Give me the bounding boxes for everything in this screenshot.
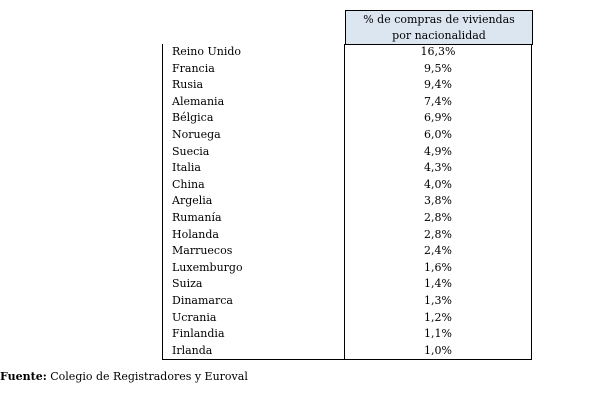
value-cell: 9,4% [424, 78, 452, 92]
table-row: Argelia 3,8% [163, 193, 531, 210]
country-cell: Alemania [163, 93, 345, 111]
column-header: % de compras de viviendas por nacionalid… [345, 10, 533, 45]
table-row: Suiza 1,4% [163, 276, 531, 293]
country-cell: Luxemburgo [163, 259, 345, 277]
country-cell: Suiza [163, 276, 345, 293]
table-row: Noruega 6,0% [163, 126, 531, 144]
country-cell: Holanda [163, 226, 345, 244]
country-cell: Suecia [163, 143, 345, 161]
country-cell: Francia [163, 60, 345, 78]
country-cell: Rusia [163, 77, 345, 94]
country-cell: Irlanda [163, 342, 345, 360]
country-cell: Rumanía [163, 209, 345, 227]
table-row: Francia 9,5% [163, 60, 531, 78]
country-cell: Dinamarca [163, 292, 345, 310]
table-row: Irlanda 1,0% [163, 342, 531, 360]
value-cell: 1,4% [424, 277, 452, 291]
country-cell: Reino Unido [163, 44, 345, 61]
country-cell: Finlandia [163, 326, 345, 343]
value-cell: 2,8% [424, 227, 452, 241]
country-cell: Marruecos [163, 243, 345, 260]
source-label: Fuente: [0, 370, 47, 383]
value-cell: 4,3% [424, 161, 452, 175]
country-cell: Argelia [163, 193, 345, 210]
table-body: Reino Unido 16,3% Francia 9,5% Rusia 9,4% Alem… [162, 44, 532, 361]
country-cell: Noruega [163, 126, 345, 144]
value-cell: 16,3% [420, 45, 456, 58]
table-row: Rumanía 2,8% [163, 209, 531, 227]
country-cell: Ucrania [163, 309, 345, 327]
table-row: Italia 4,3% [163, 160, 531, 177]
table-row: Finlandia 1,1% [163, 326, 531, 343]
value-cell: 6,0% [424, 127, 452, 141]
value-cell: 4,9% [424, 144, 452, 158]
country-cell: China [163, 176, 345, 194]
value-cell: 4,0% [424, 177, 452, 191]
table-row: Reino Unido 16,3% [163, 44, 531, 61]
source-text: Colegio de Registradores y Euroval [50, 370, 248, 383]
table-row: Ucrania 1,2% [163, 309, 531, 327]
value-cell: 2,4% [424, 244, 452, 258]
table-row: Bélgica 6,9% [163, 110, 531, 127]
table-row: Suecia 4,9% [163, 143, 531, 161]
value-cell: 1,2% [424, 310, 452, 324]
value-cell: 2,8% [424, 210, 452, 224]
table-row: China 4,0% [163, 176, 531, 194]
value-cell: 9,5% [424, 61, 452, 75]
value-cell: 1,1% [424, 327, 452, 341]
source-note: Fuente: Colegio de Registradores y Eurov… [0, 370, 248, 383]
table-row: Holanda 2,8% [163, 226, 531, 244]
value-cell: 1,0% [424, 343, 452, 357]
value-cell: 7,4% [424, 94, 452, 108]
country-cell: Italia [163, 160, 345, 177]
value-cell: 1,3% [424, 293, 452, 307]
table-row: Marruecos 2,4% [163, 243, 531, 260]
value-cell: 1,6% [424, 260, 452, 274]
table-row: Dinamarca 1,3% [163, 292, 531, 310]
value-cell: 6,9% [424, 111, 452, 125]
value-cell: 3,8% [424, 194, 452, 208]
table-row: Alemania 7,4% [163, 93, 531, 111]
table-row: Luxemburgo 1,6% [163, 259, 531, 277]
country-cell: Bélgica [163, 110, 345, 127]
table-row: Rusia 9,4% [163, 77, 531, 94]
